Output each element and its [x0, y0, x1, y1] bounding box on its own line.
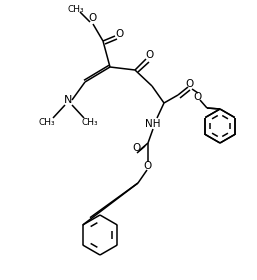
Text: O: O — [144, 161, 152, 171]
Text: O: O — [146, 50, 154, 60]
Text: O: O — [186, 79, 194, 89]
Text: N: N — [64, 95, 72, 105]
Text: O: O — [133, 143, 141, 153]
Text: O: O — [89, 13, 97, 23]
Text: NH: NH — [145, 119, 161, 129]
Text: O: O — [194, 92, 202, 102]
Text: CH₃: CH₃ — [39, 118, 55, 127]
Text: O: O — [116, 29, 124, 39]
Text: CH₃: CH₃ — [82, 118, 98, 127]
Text: CH₃: CH₃ — [68, 4, 84, 13]
